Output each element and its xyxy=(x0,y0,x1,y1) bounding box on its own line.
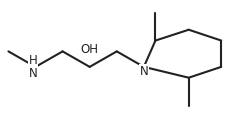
Text: H
N: H N xyxy=(28,54,37,80)
Text: OH: OH xyxy=(81,43,99,56)
Text: N: N xyxy=(139,65,148,78)
